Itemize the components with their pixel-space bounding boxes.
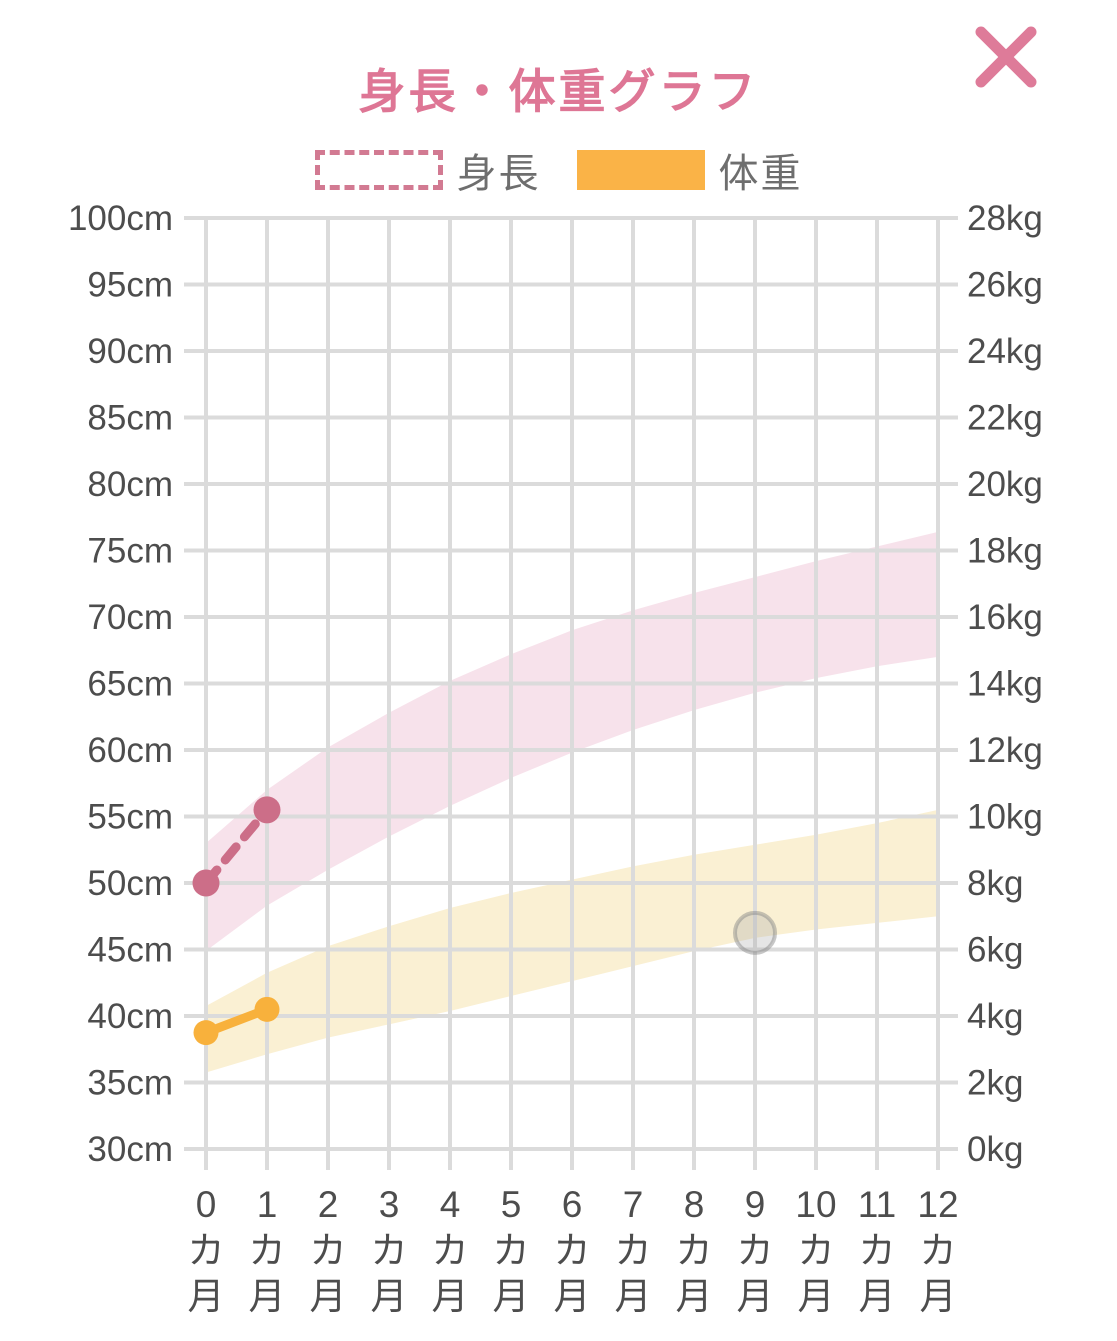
x-tick-label: 12 カ月	[917, 1184, 958, 1317]
y-left-tick-label: 45cm	[87, 931, 173, 970]
y-right-tick-label: 14kg	[967, 665, 1043, 704]
x-tick-label: 9 カ月	[737, 1184, 774, 1317]
y-right-tick-label: 0kg	[967, 1130, 1023, 1169]
y-left-tick-label: 65cm	[87, 665, 173, 704]
x-tick-label: 2 カ月	[310, 1184, 347, 1317]
chart-legend: 身長 体重	[0, 141, 1117, 199]
legend-item-height: 身長	[314, 141, 541, 199]
y-right-tick-label: 22kg	[967, 399, 1043, 438]
y-left-tick-label: 85cm	[87, 399, 173, 438]
y-right-tick-label: 26kg	[967, 266, 1043, 305]
close-icon	[975, 26, 1037, 88]
weight-point[interactable]	[254, 996, 280, 1022]
y-right-tick-label: 28kg	[967, 199, 1043, 238]
y-right-tick-label: 12kg	[967, 731, 1043, 770]
weight-legend-swatch	[576, 150, 705, 190]
y-left-tick-label: 35cm	[87, 1064, 173, 1103]
y-left-tick-label: 90cm	[87, 332, 173, 371]
y-left-tick-label: 40cm	[87, 997, 173, 1036]
y-right-tick-label: 4kg	[967, 997, 1023, 1036]
x-tick-label: 5 カ月	[493, 1184, 530, 1317]
page-title: 身長・体重グラフ	[358, 65, 759, 119]
gray-marker[interactable]	[733, 910, 777, 955]
y-left-tick-label: 75cm	[87, 532, 173, 571]
weight-legend-label: 体重	[718, 152, 803, 196]
y-left-tick-label: 95cm	[87, 266, 173, 305]
x-tick-label: 1 カ月	[249, 1184, 286, 1317]
weight-point[interactable]	[193, 1020, 219, 1046]
x-tick-label: 8 カ月	[676, 1184, 713, 1317]
x-tick-label: 10 カ月	[795, 1184, 836, 1317]
height-legend-label: 身長	[456, 152, 541, 196]
y-right-tick-label: 20kg	[967, 465, 1043, 504]
y-left-tick-label: 50cm	[87, 864, 173, 903]
y-left-tick-label: 100cm	[68, 199, 173, 238]
y-right-tick-label: 18kg	[967, 532, 1043, 571]
height-line	[201, 805, 272, 888]
y-left-tick-label: 80cm	[87, 465, 173, 504]
y-right-tick-label: 24kg	[967, 332, 1043, 371]
y-left-tick-label: 30cm	[87, 1130, 173, 1169]
height-point[interactable]	[253, 796, 281, 824]
height-point[interactable]	[192, 869, 220, 897]
y-left-tick-label: 55cm	[87, 798, 173, 837]
x-tick-label: 3 カ月	[371, 1184, 408, 1317]
y-left-tick-label: 70cm	[87, 598, 173, 637]
x-tick-label: 0 カ月	[188, 1184, 225, 1317]
x-tick-label: 7 カ月	[615, 1184, 652, 1317]
height-legend-swatch	[314, 150, 443, 190]
y-right-tick-label: 6kg	[967, 931, 1023, 970]
y-right-tick-label: 10kg	[967, 798, 1043, 837]
y-right-tick-label: 8kg	[967, 864, 1023, 903]
close-button[interactable]	[971, 20, 1043, 92]
y-right-tick-label: 16kg	[967, 598, 1043, 637]
x-tick-label: 4 カ月	[432, 1184, 469, 1317]
legend-item-weight: 体重	[576, 141, 803, 199]
x-tick-label: 6 カ月	[554, 1184, 591, 1317]
y-left-tick-label: 60cm	[87, 731, 173, 770]
x-tick-label: 11 カ月	[858, 1184, 896, 1317]
y-right-tick-label: 2kg	[967, 1064, 1023, 1103]
